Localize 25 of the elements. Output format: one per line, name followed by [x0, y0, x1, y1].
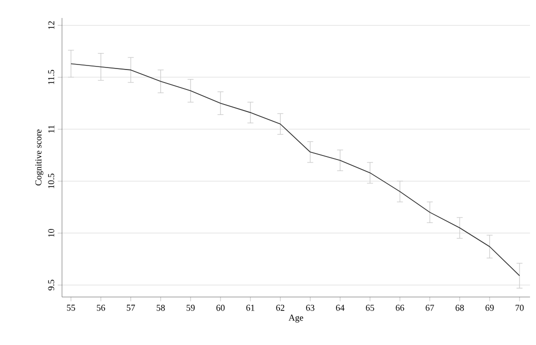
y-tick-label: 12 [48, 21, 54, 29]
x-tick-label: 66 [396, 304, 404, 311]
y-tick-label: 10.5 [48, 174, 54, 188]
x-tick-label: 67 [426, 304, 434, 311]
x-tick-label: 59 [186, 304, 195, 311]
y-tick-label: 11.5 [48, 70, 54, 84]
x-tick-label: 64 [336, 304, 344, 311]
y-tick-label: 9.5 [48, 280, 54, 290]
line-series [70, 63, 520, 276]
y-tick-label: 11 [48, 125, 54, 133]
x-tick-label: 70 [516, 304, 524, 311]
x-tick-label: 55 [67, 304, 76, 311]
x-axis-title: Age [288, 314, 304, 323]
x-tick-label: 62 [276, 304, 284, 311]
x-tick-label: 57 [126, 304, 135, 311]
x-tick-label: 61 [246, 304, 254, 311]
x-tick-label: 65 [366, 304, 374, 311]
x-tick-label: 58 [156, 304, 165, 311]
x-tick-label: 69 [486, 304, 494, 311]
x-tick-label: 63 [306, 304, 314, 311]
y-axis-title: Cognitive score [35, 130, 44, 186]
x-tick-label: 68 [456, 304, 464, 311]
x-tick-label: 60 [216, 304, 225, 311]
y-tick-label: 10 [48, 228, 54, 237]
x-tick-label: 56 [96, 304, 106, 311]
